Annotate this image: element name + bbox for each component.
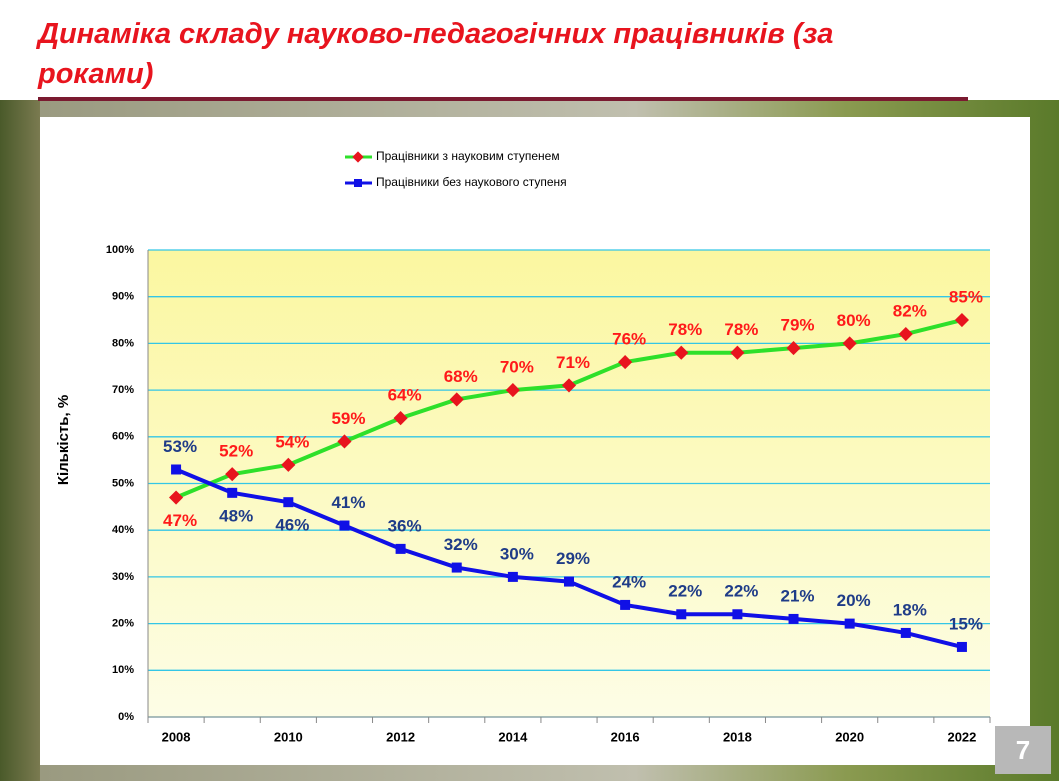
y-axis-title: Кількість, % [55,395,72,485]
marker [396,544,406,554]
data-label: 18% [893,600,927,619]
data-label: 79% [781,316,815,335]
data-label: 24% [612,572,646,591]
x-tick-label: 2018 [723,729,752,744]
legend-label: Працівники з науковим ступенем [376,149,560,163]
y-tick-label: 100% [106,244,134,256]
marker [564,577,574,587]
data-label: 48% [219,506,253,525]
marker [283,497,293,507]
marker [452,563,462,573]
data-label: 64% [388,386,422,405]
data-label: 47% [163,511,197,530]
data-label: 41% [331,493,365,512]
data-label: 85% [949,288,983,307]
marker [339,521,349,531]
data-label: 68% [444,367,478,386]
data-label: 76% [612,330,646,349]
marker [508,572,518,582]
data-label: 78% [668,320,702,339]
data-label: 54% [275,432,309,451]
y-tick-label: 70% [112,384,134,396]
marker [676,609,686,619]
y-tick-label: 30% [112,571,134,583]
slide: Динаміка складу науково-педагогічних пра… [0,0,1059,781]
y-tick-label: 10% [112,664,134,676]
y-tick-label: 60% [112,431,134,443]
data-label: 22% [668,582,702,601]
data-label: 82% [893,302,927,321]
data-label: 59% [331,409,365,428]
marker [845,619,855,629]
data-label: 29% [556,549,590,568]
marker [227,488,237,498]
data-label: 22% [724,582,758,601]
slide-number: 7 [995,726,1051,774]
data-label: 70% [500,358,534,377]
x-tick-label: 2010 [274,729,303,744]
x-tick-label: 2022 [947,729,976,744]
marker [901,628,911,638]
marker [171,464,181,474]
data-label: 78% [724,320,758,339]
marker [789,614,799,624]
data-label: 71% [556,353,590,372]
data-label: 30% [500,544,534,563]
chart: Кількість, % 0% 10% 20% 30% 40% 50% 60% 70% 80% 9… [0,0,1059,781]
x-tick-label: 2012 [386,729,415,744]
marker [957,642,967,652]
y-tick-label: 20% [112,618,134,630]
x-tick-label: 2020 [835,729,864,744]
y-tick-label: 80% [112,337,134,349]
data-label: 36% [388,516,422,535]
data-label: 80% [837,311,871,330]
marker [620,600,630,610]
y-tick-label: 90% [112,291,134,303]
x-tick-label: 2014 [498,729,528,744]
legend-label: Працівники без наукового ступеня [376,175,567,189]
data-label: 46% [275,516,309,535]
y-tick-label: 50% [112,477,134,489]
data-label: 53% [163,437,197,456]
data-label: 32% [444,535,478,554]
marker [732,609,742,619]
data-label: 15% [949,614,983,633]
data-label: 20% [837,591,871,610]
x-tick-label: 2008 [162,729,191,744]
legend-marker [354,179,362,187]
data-label: 21% [781,586,815,605]
y-tick-label: 40% [112,524,134,536]
data-label: 52% [219,442,253,461]
x-tick-label: 2016 [611,729,640,744]
y-tick-label: 0% [118,711,134,723]
